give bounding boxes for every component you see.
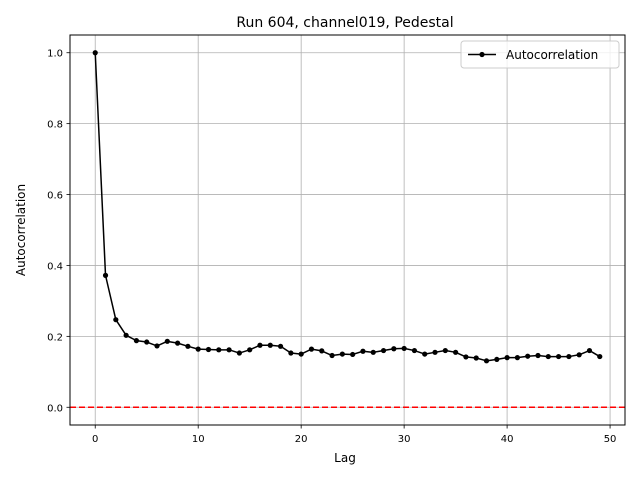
- autocorrelation-point: [504, 355, 510, 361]
- autocorrelation-point: [514, 355, 520, 361]
- autocorrelation-point: [226, 347, 232, 353]
- autocorrelation-point: [319, 348, 325, 354]
- y-tick-label: 0.6: [47, 191, 63, 202]
- autocorrelation-point: [453, 349, 459, 355]
- autocorrelation-point: [494, 356, 500, 363]
- autocorrelation-point: [185, 343, 191, 349]
- x-tick-label: 30: [398, 434, 411, 445]
- autocorrelation-point: [370, 349, 376, 355]
- y-tick-label: 0.8: [47, 120, 63, 131]
- autocorrelation-point: [195, 346, 201, 352]
- autocorrelation-point: [525, 353, 531, 359]
- autocorrelation-point: [545, 353, 551, 360]
- x-tick-label: 0: [92, 434, 98, 445]
- autocorrelation-point: [360, 348, 366, 354]
- autocorrelation-point: [483, 358, 490, 364]
- y-axis-ticks: 0.0 0.2 0.4 0.6 0.8 1.0: [47, 49, 70, 414]
- y-axis-label: Autocorrelation: [14, 184, 28, 276]
- autocorrelation-point: [442, 347, 448, 354]
- autocorrelation-point: [350, 351, 356, 358]
- chart-title: Run 604, channel019, Pedestal: [236, 15, 453, 31]
- autocorrelation-point: [175, 340, 181, 346]
- autocorrelation-point: [411, 347, 418, 354]
- autocorrelation-point: [144, 339, 150, 345]
- autocorrelation-point: [380, 347, 387, 354]
- series-group: [92, 50, 603, 364]
- grid: [70, 35, 625, 425]
- autocorrelation-point: [473, 355, 479, 361]
- autocorrelation-point: [133, 338, 140, 344]
- autocorrelation-point: [432, 349, 438, 355]
- x-tick-label: 40: [501, 434, 514, 445]
- autocorrelation-point: [236, 350, 242, 356]
- x-axis-ticks: 0 10 20 30 40 50: [92, 425, 616, 445]
- autocorrelation-point: [401, 345, 407, 352]
- x-tick-label: 10: [192, 434, 205, 445]
- legend: Autocorrelation: [460, 40, 620, 69]
- autocorrelation-point: [123, 332, 129, 338]
- autocorrelation-point: [576, 352, 582, 358]
- autocorrelation-point: [92, 50, 98, 56]
- autocorrelation-point: [298, 351, 304, 357]
- autocorrelation-point: [586, 347, 593, 354]
- autocorrelation-point: [216, 347, 222, 353]
- autocorrelation-point: [113, 317, 119, 323]
- autocorrelation-point: [463, 354, 469, 360]
- autocorrelation-point: [555, 353, 562, 360]
- x-tick-label: 50: [604, 434, 617, 445]
- y-tick-label: 0.0: [47, 403, 63, 414]
- autocorrelation-point: [257, 342, 263, 348]
- autocorrelation-point: [154, 343, 160, 349]
- autocorrelation-point: [535, 352, 541, 359]
- autocorrelation-point: [422, 351, 428, 357]
- y-tick-label: 0.2: [47, 332, 63, 343]
- x-axis-label: Lag: [334, 451, 356, 465]
- autocorrelation-point: [102, 272, 109, 278]
- autocorrelation-point: [339, 351, 345, 357]
- legend-entry-label: Autocorrelation: [506, 48, 598, 62]
- y-tick-label: 0.4: [47, 261, 63, 272]
- autocorrelation-point: [267, 342, 273, 348]
- autocorrelation-point: [205, 346, 212, 353]
- autocorrelation-point: [308, 346, 315, 352]
- plot-area-frame: [69, 34, 626, 426]
- autocorrelation-point: [566, 353, 572, 360]
- legend-box: [460, 40, 620, 69]
- y-tick-label: 1.0: [47, 49, 63, 60]
- autocorrelation-point: [597, 353, 603, 360]
- legend-marker-swatch: [479, 51, 485, 58]
- autocorrelation-point: [391, 346, 397, 352]
- autocorrelation-point: [164, 338, 170, 344]
- autocorrelation-point: [277, 343, 284, 349]
- autocorrelation-point: [329, 352, 335, 359]
- autocorrelation-point: [247, 347, 253, 353]
- autocorrelation-point: [288, 350, 294, 356]
- x-tick-label: 20: [295, 434, 308, 445]
